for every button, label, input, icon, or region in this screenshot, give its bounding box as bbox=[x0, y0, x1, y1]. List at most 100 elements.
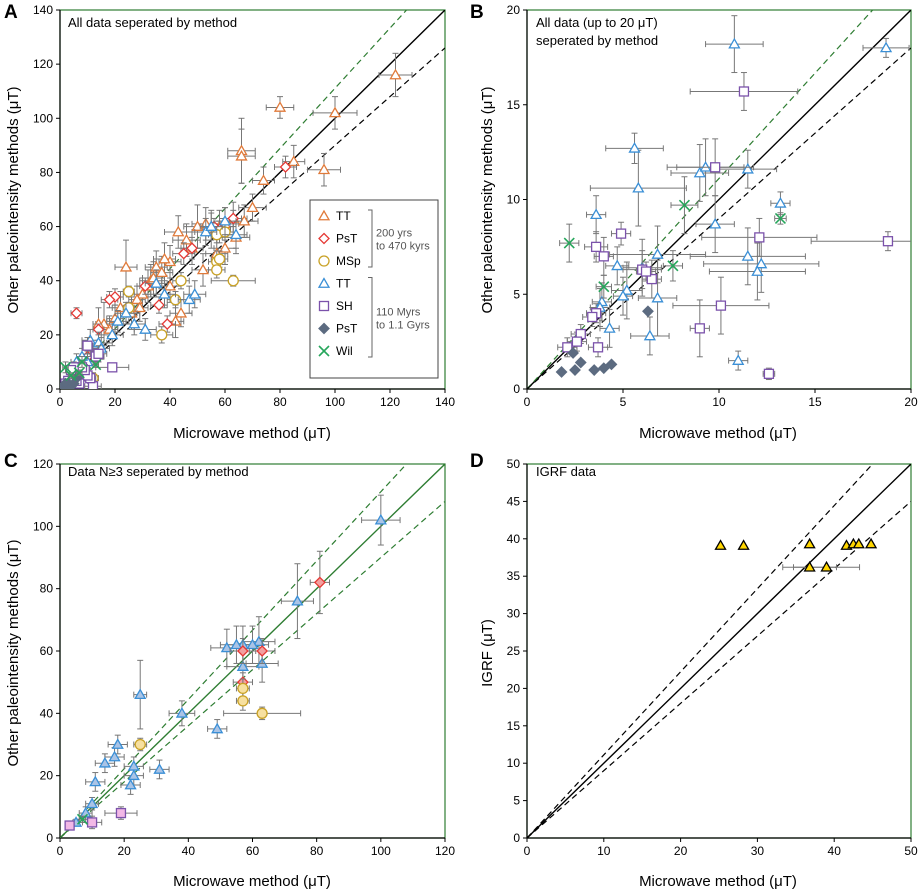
data-point-triangle bbox=[158, 287, 171, 299]
y-tick-label: 120 bbox=[33, 57, 53, 71]
data-point-triangle bbox=[111, 738, 124, 749]
legend-marker bbox=[317, 277, 331, 288]
data-point-triangle bbox=[611, 259, 624, 271]
legend-marker bbox=[318, 322, 330, 335]
legend-label: Wil bbox=[336, 344, 353, 358]
data-point-triangle bbox=[374, 513, 387, 525]
data-point-diamond bbox=[60, 377, 72, 389]
data-point-square bbox=[562, 342, 573, 353]
panel-b-plot: 0 5 10 15 20 0 5 10 15 20 bbox=[507, 3, 918, 409]
legend-marker bbox=[318, 232, 330, 245]
x-tick-label: 120 bbox=[380, 395, 400, 409]
data-point-circle bbox=[134, 738, 146, 751]
data-point-triangle bbox=[643, 329, 657, 341]
data-point-triangle bbox=[751, 265, 764, 276]
data-point-triangle bbox=[252, 635, 266, 647]
y-tick-label: 10 bbox=[507, 193, 521, 207]
x-tick-label: 80 bbox=[273, 395, 287, 409]
panel-b-title-line2: seperated by method bbox=[536, 33, 658, 48]
data-point-triangle bbox=[246, 638, 259, 650]
x-tick-label: 100 bbox=[371, 844, 391, 858]
data-point-triangle bbox=[106, 328, 119, 340]
data-point-diamond bbox=[313, 576, 326, 589]
data-series bbox=[555, 15, 911, 381]
data-point-triangle bbox=[257, 174, 270, 185]
panel-c: C 0 20 40 60 80 100 120 0 20 40 60 80 100 120 Data N≥… bbox=[4, 451, 455, 890]
data-point-diamond bbox=[186, 242, 198, 255]
data-point-square bbox=[115, 807, 127, 819]
legend-group-note: to 470 kyrs bbox=[376, 241, 430, 253]
data-point-triangle bbox=[158, 252, 171, 264]
data-point-diamond bbox=[574, 356, 587, 369]
data-point-triangle bbox=[172, 225, 185, 237]
marker-stroke bbox=[774, 212, 787, 225]
panel-b: B 0 5 10 15 20 0 5 10 15 20 All data (up to 20 μT… bbox=[470, 2, 918, 442]
data-point-triangle bbox=[174, 306, 188, 318]
data-point-triangle bbox=[127, 769, 140, 781]
data-point-triangle bbox=[879, 41, 893, 53]
data-point-triangle bbox=[139, 323, 152, 334]
data-point-circle bbox=[123, 285, 135, 298]
data-point-triangle bbox=[85, 797, 99, 809]
data-point-triangle bbox=[134, 688, 147, 700]
data-point-triangle bbox=[119, 306, 133, 318]
y-tick-label: 45 bbox=[507, 494, 521, 508]
marker-stroke bbox=[563, 237, 575, 249]
marker-stroke bbox=[76, 813, 89, 825]
y-tick-label: 15 bbox=[507, 719, 521, 733]
data-point-square bbox=[64, 820, 75, 831]
x-tick-label: 10 bbox=[597, 844, 611, 858]
marker-stroke bbox=[73, 367, 85, 379]
x-tick-label: 10 bbox=[712, 395, 726, 409]
x-tick-label: 20 bbox=[108, 395, 122, 409]
data-point-triangle bbox=[180, 233, 193, 245]
data-point-square bbox=[571, 336, 583, 347]
data-point-circle bbox=[237, 695, 249, 707]
data-point-diamond bbox=[177, 247, 190, 260]
y-tick-label: 25 bbox=[507, 644, 521, 658]
data-point-square bbox=[646, 273, 657, 285]
data-point-diamond bbox=[569, 364, 581, 376]
ten-percent-bound-line bbox=[60, 500, 445, 838]
panel-a-letter: A bbox=[4, 2, 18, 23]
panel-d-letter: D bbox=[470, 451, 484, 472]
data-point-diamond bbox=[597, 362, 610, 375]
y-tick-label: 10 bbox=[507, 756, 521, 770]
x-tick-label: 30 bbox=[751, 844, 765, 858]
ten-percent-bound-line bbox=[527, 47, 911, 389]
panel-b-title: All data (up to 20 μT) bbox=[536, 15, 658, 30]
marker-stroke bbox=[667, 260, 679, 272]
data-point-triangle bbox=[852, 537, 865, 549]
data-point-triangle bbox=[133, 301, 146, 313]
data-point-triangle bbox=[218, 241, 232, 253]
x-tick-label: 15 bbox=[808, 395, 822, 409]
legend-bracket bbox=[368, 277, 373, 358]
y-tick-label: 100 bbox=[33, 519, 53, 533]
panel-b-letter: B bbox=[470, 2, 484, 23]
y-tick-label: 0 bbox=[513, 382, 520, 396]
data-point-square bbox=[763, 368, 775, 379]
marker-stroke bbox=[65, 369, 77, 382]
legend-label: SH bbox=[336, 299, 353, 313]
y-tick-label: 60 bbox=[40, 220, 54, 234]
data-point-triangle bbox=[864, 537, 878, 549]
panel-d-y-axis-label: IGRF (μT) bbox=[479, 619, 496, 687]
data-point-triangle bbox=[205, 220, 218, 231]
data-point-triangle bbox=[130, 293, 144, 305]
data-point-x bbox=[65, 369, 77, 382]
x-tick-label: 40 bbox=[182, 844, 196, 858]
x-tick-label: 60 bbox=[218, 395, 232, 409]
data-point-square bbox=[590, 241, 602, 253]
y-tick-label: 40 bbox=[40, 706, 54, 720]
data-point-x bbox=[774, 212, 787, 225]
data-point-square bbox=[710, 162, 721, 173]
data-point-triangle bbox=[127, 760, 140, 771]
legend-marker bbox=[318, 345, 330, 357]
y-tick-label: 15 bbox=[507, 98, 521, 112]
y-tick-label: 120 bbox=[33, 457, 53, 471]
data-point-triangle bbox=[589, 208, 603, 220]
data-point-diamond bbox=[70, 307, 83, 320]
data-point-x bbox=[598, 281, 610, 293]
panel-c-y-axis-label: Other paleointensity methods (μT) bbox=[5, 539, 22, 766]
data-point-x bbox=[76, 356, 88, 368]
